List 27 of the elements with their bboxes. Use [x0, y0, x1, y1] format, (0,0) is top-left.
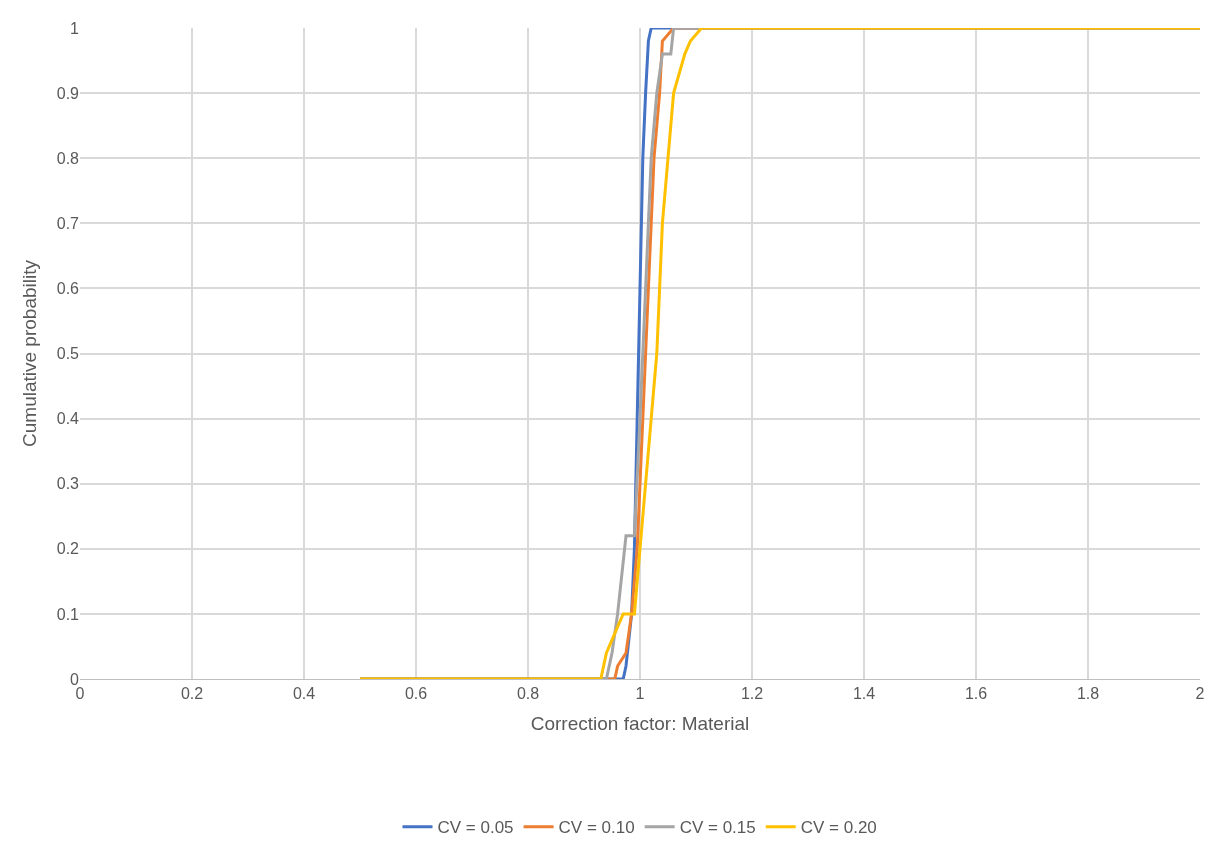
y-tick-label: 0.8 [56, 149, 80, 167]
y-tick-label: 0 [70, 670, 80, 688]
x-tick-label: 1 [635, 685, 645, 703]
legend-label: CV = 0.05 [437, 818, 514, 838]
y-axis-title: Cumulative probability [18, 259, 40, 447]
x-tick-label: 0.2 [180, 685, 204, 703]
y-tick-label: 0.9 [56, 84, 80, 102]
y-tick-label: 0.3 [56, 475, 80, 493]
x-tick-label: 1.8 [1076, 685, 1100, 703]
x-tick-label: 1.4 [852, 685, 876, 703]
y-tick-label: 0.7 [56, 214, 80, 232]
x-tick-label: 0.8 [516, 685, 540, 703]
y-tick-label: 0.1 [56, 605, 80, 623]
legend-label: CV = 0.15 [679, 818, 756, 838]
x-tick-label: 1.6 [964, 685, 988, 703]
x-axis-title: Correction factor: Material [530, 713, 750, 734]
legend-label: CV = 0.10 [558, 818, 635, 838]
y-tick-label: 0.5 [56, 345, 80, 363]
y-tick-label: 0.6 [56, 280, 80, 297]
x-tick-label: 2 [1195, 685, 1205, 703]
y-tick-label: 0.2 [56, 540, 80, 558]
legend-label: CV = 0.20 [800, 818, 877, 838]
x-tick-label: 1.2 [740, 685, 764, 703]
x-tick-label: 0.6 [404, 685, 428, 703]
y-tick-label: 1 [70, 19, 80, 37]
y-tick-label: 0.4 [56, 410, 80, 428]
x-tick-label: 0.4 [292, 685, 316, 703]
